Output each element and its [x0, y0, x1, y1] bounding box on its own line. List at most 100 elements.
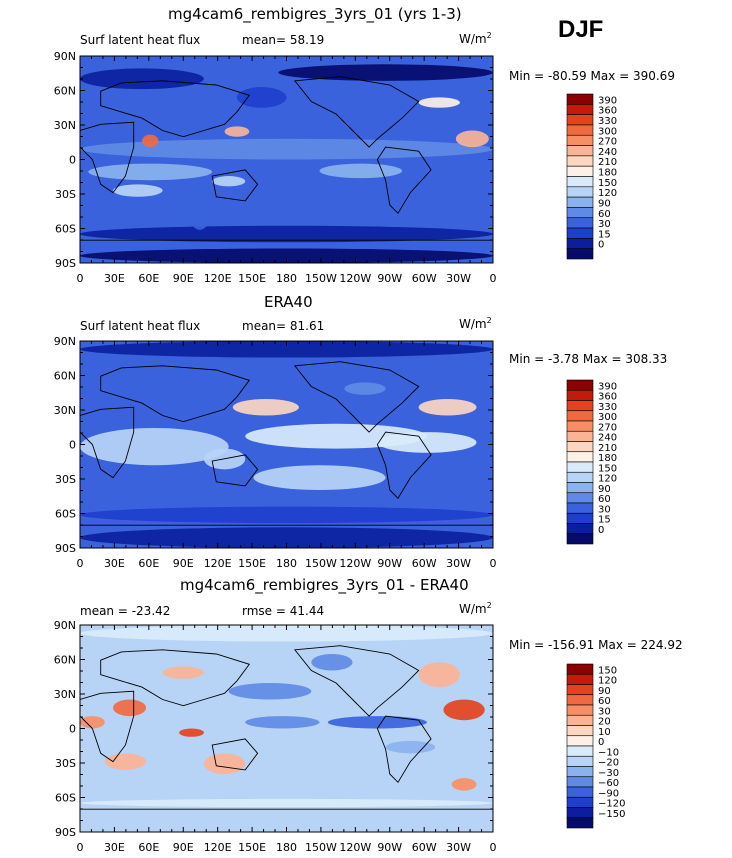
lon-tick-label: 180	[276, 557, 297, 570]
lon-tick-label: 0	[490, 841, 497, 854]
lon-tick-label: 60E	[138, 272, 159, 285]
lon-tick-label: 90E	[173, 841, 194, 854]
colorbar-level-label: 150	[598, 463, 617, 474]
lon-tick-label: 60W	[412, 272, 437, 285]
panel-3-rmse-label: rmse = 41.44	[242, 604, 325, 618]
colorbar-level-label: 180	[598, 168, 617, 179]
colorbar-level-label: 60	[598, 494, 611, 505]
panel-3-mean-label: mean = -23.42	[80, 604, 171, 618]
colorbar-level-label: −120	[598, 799, 625, 810]
lat-tick-label: 30S	[55, 473, 76, 486]
colorbar-swatch	[566, 725, 594, 737]
colorbar-swatch	[566, 663, 594, 675]
lon-tick-label: 120W	[339, 841, 371, 854]
colorbar-swatch	[566, 533, 594, 545]
lat-tick-label: 60S	[55, 792, 76, 805]
lon-tick-label: 0	[77, 272, 84, 285]
colorbar-level-label: 60	[598, 209, 611, 220]
colorbar-level-label: 120	[598, 188, 617, 199]
lon-tick-label: 0	[77, 557, 84, 570]
lon-tick-label: 0	[490, 557, 497, 570]
panel-2-min-max: Min = -3.78 Max = 308.33	[509, 352, 668, 366]
colorbar-swatch	[566, 694, 594, 706]
colorbar-level-label: 90	[598, 484, 611, 495]
lon-tick-label: 180	[276, 841, 297, 854]
colorbar-level-label: 90	[598, 686, 611, 697]
colorbar-level-label: 270	[598, 422, 617, 433]
lat-tick-label: 60N	[54, 370, 76, 383]
lon-tick-label: 30W	[446, 272, 471, 285]
panel-3-min-max: Min = -156.91 Max = 224.92	[509, 638, 683, 652]
colorbar-level-label: 300	[598, 412, 617, 423]
lon-tick-label: 60E	[138, 557, 159, 570]
colorbar-level-label: 15	[598, 229, 611, 240]
colorbar-swatch	[566, 786, 594, 798]
lat-tick-label: 60S	[55, 508, 76, 521]
colorbar-swatch	[566, 807, 594, 819]
lat-tick-label: 90N	[54, 50, 76, 63]
colorbar-swatch	[566, 704, 594, 716]
lon-tick-label: 150E	[238, 557, 266, 570]
colorbar-level-label: 150	[598, 665, 617, 676]
season-label: DJF	[558, 16, 604, 43]
lat-tick-label: 90N	[54, 335, 76, 348]
colorbar-swatch	[566, 817, 594, 829]
lon-tick-label: 150E	[238, 272, 266, 285]
lon-tick-label: 120W	[339, 272, 371, 285]
colorbar-level-label: 0	[598, 240, 604, 251]
lon-tick-label: 150W	[305, 557, 337, 570]
panel-2-mean-label: mean= 81.61	[242, 319, 325, 333]
lon-tick-label: 30E	[104, 841, 125, 854]
lon-tick-label: 30W	[446, 841, 471, 854]
colorbar-level-label: 330	[598, 116, 617, 127]
colorbar-level-label: −20	[598, 758, 619, 769]
lon-tick-label: 30W	[446, 557, 471, 570]
colorbar-level-label: 120	[598, 474, 617, 485]
lon-tick-label: 90W	[377, 557, 402, 570]
colorbar-swatch	[566, 735, 594, 747]
lat-tick-label: 30N	[54, 404, 76, 417]
lon-tick-label: 30E	[104, 557, 125, 570]
colorbar-level-label: 360	[598, 106, 617, 117]
lon-tick-label: 60W	[412, 557, 437, 570]
lat-tick-label: 0	[69, 154, 76, 167]
colorbar-swatch	[566, 796, 594, 808]
colorbar-level-label: 270	[598, 137, 617, 148]
colorbar-level-label: 240	[598, 433, 617, 444]
lat-tick-label: 90N	[54, 619, 76, 632]
lon-tick-label: 0	[77, 841, 84, 854]
panel-1-min-max: Min = -80.59 Max = 390.69	[509, 69, 675, 83]
colorbar-level-label: 390	[598, 381, 617, 392]
lon-tick-label: 60W	[412, 841, 437, 854]
colorbar-level-label: 120	[598, 676, 617, 687]
colorbar-level-label: 30	[598, 504, 611, 515]
colorbar-swatch	[566, 745, 594, 757]
colorbar-level-label: 0	[598, 737, 604, 748]
colorbar-level-label: 0	[598, 525, 604, 536]
panel-3-units: W/m2	[459, 601, 492, 616]
lon-tick-label: 120W	[339, 557, 371, 570]
lon-tick-label: 150E	[238, 841, 266, 854]
colorbar-swatch	[566, 714, 594, 726]
panel-3-title: mg4cam6_rembigres_3yrs_01 - ERA40	[180, 576, 469, 594]
colorbar-level-label: 150	[598, 178, 617, 189]
colorbar-level-label: 210	[598, 157, 617, 168]
colorbar-level-label: 360	[598, 392, 617, 403]
colorbar-level-label: 10	[598, 727, 611, 738]
lon-tick-label: 30E	[104, 272, 125, 285]
colorbar-level-label: 390	[598, 95, 617, 106]
lon-tick-label: 90W	[377, 272, 402, 285]
lon-tick-label: 120E	[204, 272, 232, 285]
colorbar-level-label: 60	[598, 696, 611, 707]
colorbar-level-label: 30	[598, 219, 611, 230]
lat-tick-label: 30N	[54, 119, 76, 132]
colorbar-level-label: 30	[598, 706, 611, 717]
colorbar-swatch	[566, 673, 594, 685]
panel-2-units: W/m2	[459, 316, 492, 331]
colorbar-level-label: 180	[598, 453, 617, 464]
panel-2-title: ERA40	[264, 293, 313, 311]
colorbar-swatch	[566, 755, 594, 767]
lat-tick-label: 0	[69, 723, 76, 736]
